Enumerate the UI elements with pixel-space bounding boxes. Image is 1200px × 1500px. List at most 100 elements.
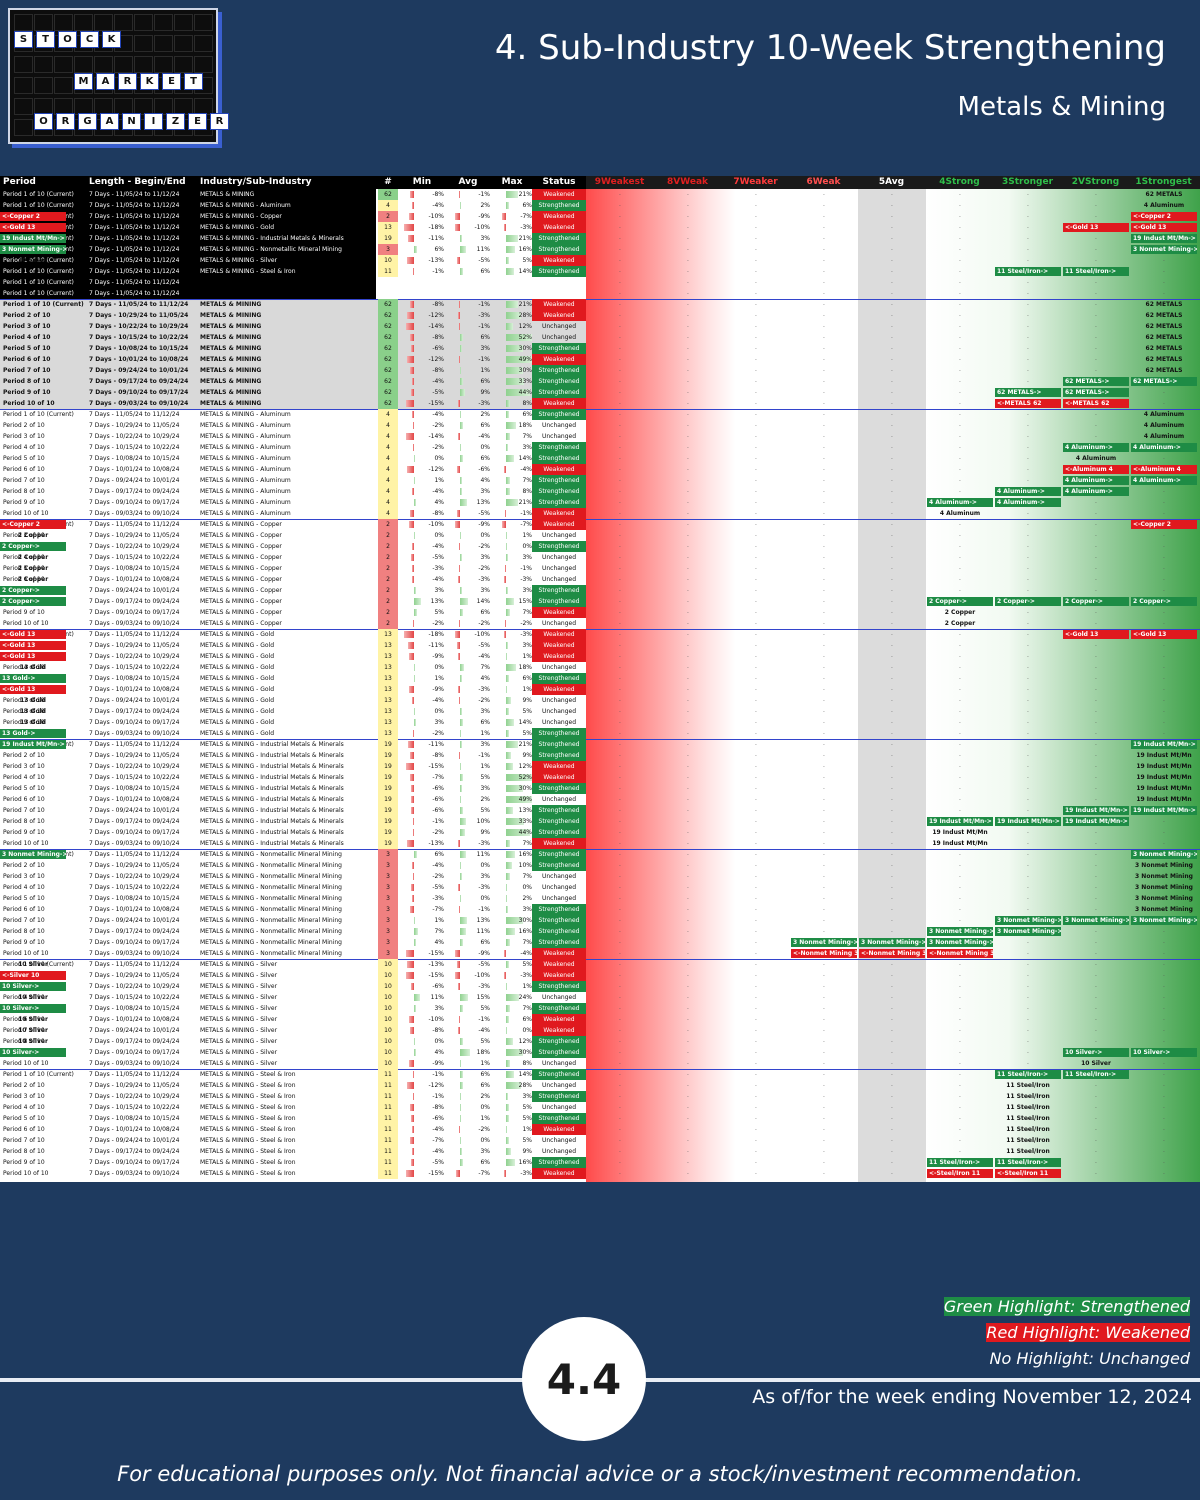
rank-placeholder-dot: .: [755, 267, 757, 274]
count-cell: 4: [378, 431, 398, 442]
logo-grid-cell: [174, 14, 193, 31]
value-databar: [506, 807, 514, 814]
period-cell: Period 9 of 10: [3, 1159, 45, 1166]
rank-placeholder-dot: .: [1095, 685, 1097, 692]
rank-placeholder-dot: .: [959, 487, 961, 494]
industry-cell: METALS & MINING - Aluminum: [200, 488, 291, 495]
status-cell: Unchanged: [541, 576, 577, 583]
count-cell: 10: [378, 992, 398, 1003]
rank-placeholder-dot: .: [823, 1048, 825, 1055]
rank-placeholder-dot: .: [687, 1004, 689, 1011]
avg-cell: 5%: [480, 807, 490, 814]
value-databar: [414, 499, 417, 506]
group-separator: [0, 739, 1200, 740]
count-cell: 19: [378, 739, 398, 750]
logo-letter: T: [184, 73, 203, 90]
avg-cell: -4%: [478, 433, 490, 440]
count-cell: 2: [378, 211, 398, 222]
rank-placeholder-dot: .: [1027, 1059, 1029, 1066]
rank-placeholder-dot: .: [619, 707, 621, 714]
rank-placeholder-dot: .: [1095, 531, 1097, 538]
rank-placeholder-dot: .: [891, 784, 893, 791]
rank-placeholder-dot: .: [619, 927, 621, 934]
count-cell: 19: [378, 761, 398, 772]
rank-placeholder-dot: .: [619, 828, 621, 835]
length-cell: 7 Days - 09/24/24 to 10/01/24: [89, 807, 180, 814]
rank-placeholder-dot: .: [1095, 1136, 1097, 1143]
min-cell: -8%: [432, 1027, 444, 1034]
min-cell: [400, 288, 444, 299]
rank-placeholder-dot: .: [619, 344, 621, 351]
length-cell: 7 Days - 10/08/24 to 10/15/24: [89, 565, 180, 572]
value-databar: [405, 950, 414, 957]
rank-placeholder-dot: .: [687, 795, 689, 802]
rank-tag: 4 Aluminum->: [1063, 476, 1129, 485]
rank-tag: 2 Copper->: [1063, 597, 1129, 606]
value-databar: [457, 510, 460, 517]
group-separator: [0, 299, 1200, 300]
rank-placeholder-dot: .: [959, 1136, 961, 1143]
rank-tag: 19 Indust Mt/Mn->: [1063, 817, 1129, 826]
status-cell: Strengthened: [532, 475, 586, 486]
rank-placeholder-dot: .: [823, 190, 825, 197]
rank-placeholder-dot: .: [687, 443, 689, 450]
length-cell: 7 Days - 09/03/24 to 09/10/24: [89, 400, 189, 407]
max-cell: 18%: [518, 422, 532, 429]
rank-placeholder-dot: .: [619, 1015, 621, 1022]
count-cell: 19: [378, 772, 398, 783]
rank-placeholder-dot: .: [1027, 1026, 1029, 1033]
rank-placeholder-dot: .: [891, 960, 893, 967]
count-cell: 10: [378, 1036, 398, 1047]
rank-placeholder-dot: .: [687, 564, 689, 571]
rank-placeholder-dot: .: [1027, 377, 1029, 384]
max-cell: 5%: [522, 1137, 532, 1144]
value-databar: [414, 587, 416, 594]
rank-placeholder-dot: .: [755, 201, 757, 208]
length-cell: 7 Days - 09/03/24 to 09/10/24: [89, 1170, 180, 1177]
rank-placeholder-dot: .: [823, 883, 825, 890]
industry-cell: METALS & MINING - Industrial Metals & Mi…: [200, 741, 344, 748]
rank-placeholder-dot: .: [959, 784, 961, 791]
status-cell: Strengthened: [532, 442, 586, 453]
rank-tag: <-Gold 13: [1063, 223, 1129, 232]
rank-placeholder-dot: .: [959, 652, 961, 659]
header-max: Max: [501, 177, 523, 187]
value-databar: [410, 345, 414, 352]
status-cell: Strengthened: [532, 1003, 586, 1014]
rank-placeholder-dot: .: [959, 223, 961, 230]
value-databar: [506, 433, 510, 440]
rank-tag: 62 METALS: [1145, 312, 1183, 319]
value-databar: [412, 565, 414, 572]
table-row: Period 1 of 10 (Current)7 Days - 11/05/2…: [0, 959, 1200, 970]
value-databar: [504, 1170, 506, 1177]
period-cell: Period 6 of 10: [3, 576, 45, 583]
value-databar: [411, 543, 414, 550]
rank-placeholder-dot: .: [687, 839, 689, 846]
value-databar: [458, 400, 460, 407]
logo-letter: O: [34, 113, 53, 130]
period-cell: Period 5 of 10: [3, 1115, 45, 1122]
rank-placeholder-dot: .: [1163, 707, 1165, 714]
period-cell: Period 7 of 10: [3, 477, 45, 484]
rank-placeholder-dot: .: [891, 608, 893, 615]
rank-placeholder-dot: .: [959, 432, 961, 439]
avg-cell: 13%: [476, 499, 490, 506]
rank-placeholder-dot: .: [619, 1147, 621, 1154]
avg-cell: 0%: [480, 444, 490, 451]
industry-cell: METALS & MINING - Nonmetallic Mineral Mi…: [200, 851, 342, 858]
rank-placeholder-dot: .: [1163, 828, 1165, 835]
legend-strengthened: Green Highlight: Strengthened: [943, 1297, 1190, 1316]
status-cell: Strengthened: [532, 805, 586, 816]
rank-placeholder-dot: .: [1163, 1026, 1165, 1033]
max-cell: 3%: [522, 1093, 532, 1100]
rank-tag: 2 Copper: [17, 565, 49, 572]
rank-placeholder-dot: .: [959, 377, 961, 384]
rank-tag: 62 METALS: [1145, 323, 1183, 330]
rank-placeholder-dot: .: [1027, 982, 1029, 989]
rank-tag: 19 Indust Mt/Mn: [1136, 796, 1192, 803]
rank-placeholder-dot: .: [687, 652, 689, 659]
length-cell: 7 Days - 09/17/24 to 09/24/24: [89, 708, 180, 715]
